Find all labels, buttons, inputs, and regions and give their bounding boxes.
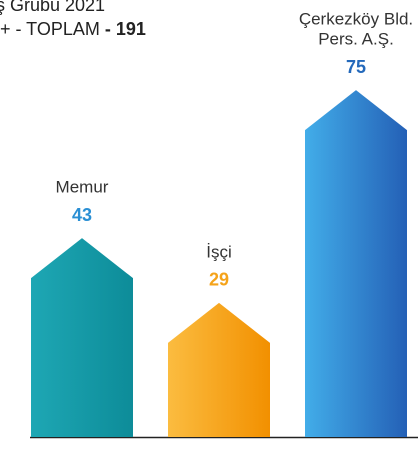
chart-title: ş Grubu 2021	[0, 0, 105, 15]
bar	[168, 302, 270, 437]
chart-subtitle: + - TOPLAM - 191	[0, 19, 146, 39]
category-label: Memur	[56, 178, 109, 197]
value-label: 43	[72, 205, 92, 225]
category-label: İşçi	[206, 242, 232, 261]
subtitle: + - TOPLAM	[0, 19, 100, 39]
value-label: 29	[209, 270, 229, 290]
total: - 191	[105, 19, 146, 39]
category-label: Çerkezköy Bld.	[299, 10, 413, 29]
bar	[305, 90, 407, 437]
value-label: 75	[346, 57, 366, 77]
bar	[31, 238, 133, 437]
category-label: Pers. A.Ş.	[318, 30, 394, 49]
